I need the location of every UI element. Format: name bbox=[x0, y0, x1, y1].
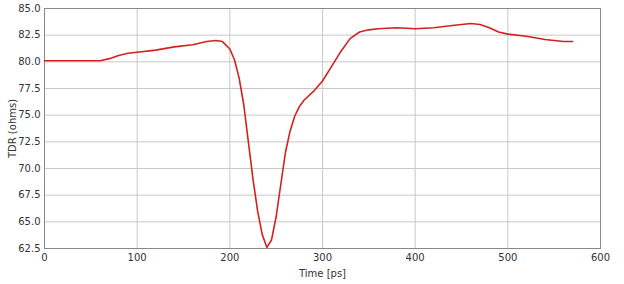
svg-text:200: 200 bbox=[220, 252, 239, 263]
svg-text:70.0: 70.0 bbox=[18, 163, 40, 174]
svg-text:400: 400 bbox=[406, 252, 425, 263]
svg-text:300: 300 bbox=[313, 252, 332, 263]
svg-text:77.5: 77.5 bbox=[18, 83, 40, 94]
svg-text:82.5: 82.5 bbox=[18, 29, 40, 40]
svg-text:62.5: 62.5 bbox=[18, 243, 40, 254]
svg-text:72.5: 72.5 bbox=[18, 136, 40, 147]
svg-text:0: 0 bbox=[41, 252, 47, 263]
svg-text:600: 600 bbox=[591, 252, 610, 263]
svg-text:TDR (ohms): TDR (ohms) bbox=[7, 99, 18, 159]
svg-text:75.0: 75.0 bbox=[18, 109, 40, 120]
svg-text:100: 100 bbox=[128, 252, 147, 263]
svg-text:85.0: 85.0 bbox=[18, 3, 40, 14]
svg-text:65.0: 65.0 bbox=[18, 216, 40, 227]
svg-text:80.0: 80.0 bbox=[18, 56, 40, 67]
svg-text:Time [ps]: Time [ps] bbox=[298, 268, 346, 279]
svg-text:67.5: 67.5 bbox=[18, 189, 40, 200]
svg-text:500: 500 bbox=[498, 252, 517, 263]
